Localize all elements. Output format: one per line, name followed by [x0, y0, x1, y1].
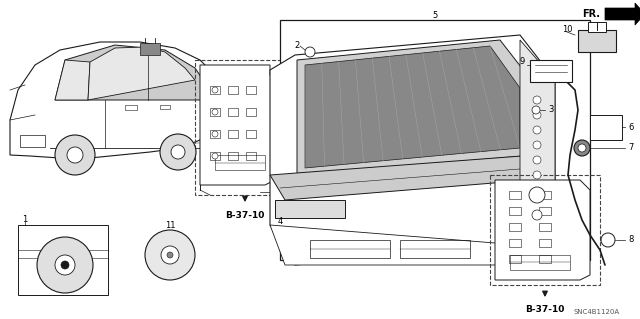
Bar [509, 223, 521, 231]
Bar [509, 255, 521, 263]
Circle shape [533, 171, 541, 179]
Circle shape [212, 131, 218, 137]
Bar [228, 86, 238, 94]
Circle shape [533, 126, 541, 134]
Bar [246, 130, 256, 138]
Bar [210, 86, 220, 94]
Circle shape [578, 144, 586, 152]
Bar [195, 60, 290, 195]
Circle shape [55, 135, 95, 175]
Circle shape [167, 252, 173, 258]
Circle shape [61, 261, 69, 269]
Bar [539, 191, 551, 199]
Bar [400, 240, 470, 258]
Bar [490, 175, 600, 285]
Bar [246, 108, 256, 116]
Circle shape [601, 233, 615, 247]
Bar [228, 130, 238, 138]
Circle shape [212, 153, 218, 159]
Bar [539, 255, 551, 263]
Bar [509, 191, 521, 199]
Bar [228, 108, 238, 116]
Circle shape [305, 47, 315, 57]
Polygon shape [520, 40, 555, 245]
Bar [539, 239, 551, 247]
Circle shape [171, 145, 185, 159]
Circle shape [574, 140, 590, 156]
Bar [246, 152, 256, 160]
Bar [246, 86, 256, 94]
Circle shape [161, 246, 179, 264]
Circle shape [37, 237, 93, 293]
Polygon shape [270, 35, 555, 265]
Circle shape [533, 156, 541, 164]
Text: 11: 11 [164, 221, 175, 231]
Text: B-37-10: B-37-10 [225, 211, 265, 219]
Bar [160, 105, 170, 109]
Polygon shape [495, 180, 590, 280]
Bar [20, 135, 45, 147]
Bar [18, 225, 108, 295]
Text: 9: 9 [520, 57, 525, 66]
Bar [228, 152, 238, 160]
Bar [539, 207, 551, 215]
Bar [215, 155, 265, 170]
Polygon shape [88, 47, 195, 100]
Polygon shape [305, 46, 520, 168]
Text: 10: 10 [562, 26, 572, 34]
Bar [539, 223, 551, 231]
Bar [275, 200, 345, 218]
Text: SNC4B1120A: SNC4B1120A [574, 309, 620, 315]
Bar [510, 255, 570, 270]
Polygon shape [55, 45, 210, 100]
Circle shape [145, 230, 195, 280]
Text: 8: 8 [628, 235, 634, 244]
Circle shape [533, 141, 541, 149]
Polygon shape [605, 3, 640, 25]
Bar [509, 207, 521, 215]
Bar [578, 30, 616, 52]
Polygon shape [200, 65, 275, 185]
Text: 2: 2 [295, 41, 300, 50]
Polygon shape [55, 60, 90, 100]
Text: 4: 4 [277, 218, 283, 226]
Bar [509, 239, 521, 247]
Polygon shape [270, 225, 555, 265]
Circle shape [160, 134, 196, 170]
Circle shape [67, 147, 83, 163]
Text: B-37-10: B-37-10 [525, 306, 564, 315]
Polygon shape [270, 155, 555, 200]
Polygon shape [297, 40, 535, 175]
Polygon shape [10, 42, 220, 158]
Text: FR.: FR. [582, 9, 600, 19]
Bar [210, 130, 220, 138]
Bar [140, 43, 160, 55]
Circle shape [532, 106, 540, 114]
Text: 7: 7 [628, 144, 634, 152]
Text: 1: 1 [22, 216, 28, 225]
Circle shape [55, 255, 75, 275]
Text: 5: 5 [433, 11, 438, 19]
Bar [210, 152, 220, 160]
Bar [590, 115, 622, 140]
Bar [310, 240, 390, 258]
Bar [125, 105, 137, 110]
Circle shape [533, 96, 541, 104]
Circle shape [529, 187, 545, 203]
Polygon shape [280, 20, 590, 260]
Circle shape [533, 111, 541, 119]
Circle shape [532, 210, 542, 220]
Text: 6: 6 [628, 122, 634, 131]
Bar [210, 108, 220, 116]
Text: 3: 3 [548, 106, 554, 115]
Bar [588, 22, 606, 32]
Circle shape [212, 87, 218, 93]
Bar [530, 60, 572, 82]
Circle shape [212, 109, 218, 115]
